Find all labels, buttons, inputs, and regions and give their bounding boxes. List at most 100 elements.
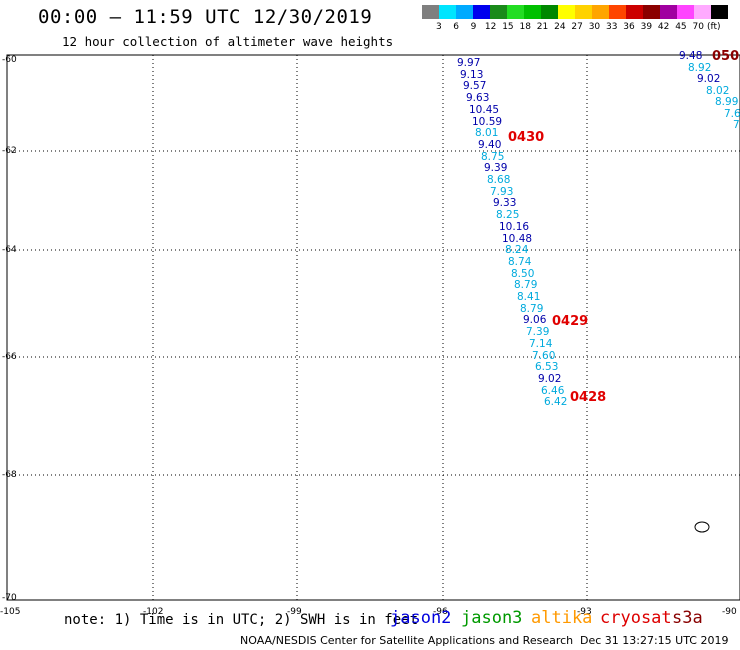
legend-label: 45 [675, 22, 687, 32]
legend-swatch [541, 5, 558, 19]
legend-swatch [422, 5, 439, 19]
legend-label: 24 [554, 22, 566, 32]
wave-height-value: 8.50 [511, 267, 535, 280]
wave-height-value: 8.74 [508, 255, 532, 268]
wave-height-value: 9.97 [457, 57, 481, 69]
wave-height-value: 7.8 [733, 119, 740, 131]
legend-swatch [643, 5, 660, 19]
credit-footer: NOAA/NESDIS Center for Satellite Applica… [240, 634, 574, 647]
wave-height-value: 7.60 [532, 349, 556, 362]
latitude-label: -70 [2, 593, 17, 603]
wave-height-value: 8.02 [706, 84, 730, 97]
legend-swatch [609, 5, 626, 19]
legend-label: 30 [588, 22, 601, 32]
legend-label: 15 [502, 22, 514, 32]
map-title: 00:00 – 11:59 UTC 12/30/2019 [38, 6, 373, 28]
pass-time-label: 0429 [552, 314, 589, 329]
wave-height-value: 9.39 [484, 162, 508, 175]
legend-swatch [575, 5, 592, 19]
grid-lines [7, 55, 740, 600]
legend-swatch [507, 5, 524, 19]
wave-height-value: 8.79 [514, 279, 538, 292]
wave-height-value: 7.93 [490, 185, 514, 198]
wave-height-value: 9.57 [463, 80, 487, 93]
wave-height-value: 8.41 [517, 291, 541, 303]
wave-height-value: 8.25 [496, 209, 520, 222]
legend-label: 3 [436, 22, 442, 32]
legend-swatch [592, 5, 609, 19]
legend-swatch [558, 5, 575, 19]
island-outline [694, 521, 710, 533]
legend-label: 39 [640, 22, 653, 32]
legend-swatch [439, 5, 456, 19]
wave-height-value: 9.48 [679, 50, 703, 62]
satellite-name-s3a: s3a [672, 608, 703, 628]
wave-height-value: 9.02 [538, 372, 562, 385]
wave-height-value: 6.46 [541, 384, 565, 397]
legend-label: 12 [484, 22, 497, 32]
wave-height-value: 9.40 [478, 138, 502, 151]
legend-swatch [490, 5, 507, 19]
legend-label: 18 [519, 22, 531, 32]
longitude-label: -102 [143, 607, 164, 617]
generated-timestamp: Dec 31 13:27:15 UTC 2019 [580, 634, 729, 647]
legend-label: 33 [606, 22, 618, 32]
legend-label: 42 [657, 22, 670, 32]
legend-label: 27 [571, 22, 583, 32]
legend-label: 36 [623, 22, 635, 32]
map-subtitle: 12 hour collection of altimeter wave hei… [62, 34, 394, 49]
wave-height-value: 8.99 [715, 96, 739, 108]
wave-height-value: 9.63 [466, 92, 490, 105]
wave-height-value: 8.92 [688, 61, 712, 74]
longitude-label: -99 [287, 607, 302, 617]
legend-unit: (ft) [707, 22, 721, 32]
wave-height-value: 8.79 [520, 302, 544, 315]
wave-height-value: 10.16 [499, 220, 530, 233]
wave-height-value: 7.14 [529, 337, 553, 350]
legend-swatch [711, 5, 728, 19]
satellite-name-jason2: jason2 [390, 608, 452, 628]
wave-height-value: 7.39 [526, 326, 550, 339]
legend-swatch [456, 5, 473, 19]
latitude-label: -62 [2, 146, 17, 156]
latitude-label: -60 [2, 55, 17, 65]
satellite-name-jason3: jason3 [461, 608, 523, 628]
wave-height-value: 10.45 [469, 103, 500, 116]
legend-swatch [524, 5, 541, 19]
wave-height-value: 8.68 [487, 174, 511, 186]
legend-label: 21 [536, 22, 549, 32]
legend-swatch [626, 5, 643, 19]
wave-height-value: 7.66 [724, 107, 740, 120]
units-note: note: 1) Time is in UTC; 2) SWH is in fe… [64, 612, 419, 628]
latitude-label: -64 [2, 245, 17, 255]
wave-height-value: 6.53 [535, 361, 559, 374]
longitude-label: -105 [0, 607, 21, 617]
legend-swatch [694, 5, 711, 19]
pass-time-label: 0428 [570, 390, 607, 405]
longitude-label: -96 [433, 607, 448, 617]
wave-height-value: 8.75 [481, 150, 505, 163]
longitude-label: -90 [722, 607, 737, 617]
legend-label: 6 [453, 22, 460, 32]
latitude-label: -68 [2, 470, 17, 480]
wave-height-value: 10.48 [502, 232, 533, 245]
legend-label: 70 [692, 22, 704, 32]
wave-height-value: 9.02 [697, 73, 721, 85]
wave-height-value: 10.59 [472, 115, 503, 128]
satellite-name-cryosat: cryosat [600, 608, 672, 628]
longitude-label: -93 [577, 607, 592, 617]
wave-height-value: 9.33 [493, 197, 517, 210]
legend-swatch [473, 5, 490, 19]
wave-height-value: 6.42 [544, 396, 568, 409]
color-legend [422, 5, 728, 19]
legend-label: 9 [470, 22, 477, 32]
legend-swatch [677, 5, 694, 19]
pass-time-label: 050 [712, 49, 740, 64]
legend-swatch [660, 5, 677, 19]
latitude-label: -66 [2, 352, 17, 362]
plot-frame [6, 54, 740, 601]
satellite-name-altika: altika [531, 608, 593, 628]
wave-height-value: 9.06 [523, 314, 547, 327]
pass-time-label: 0430 [508, 130, 545, 145]
